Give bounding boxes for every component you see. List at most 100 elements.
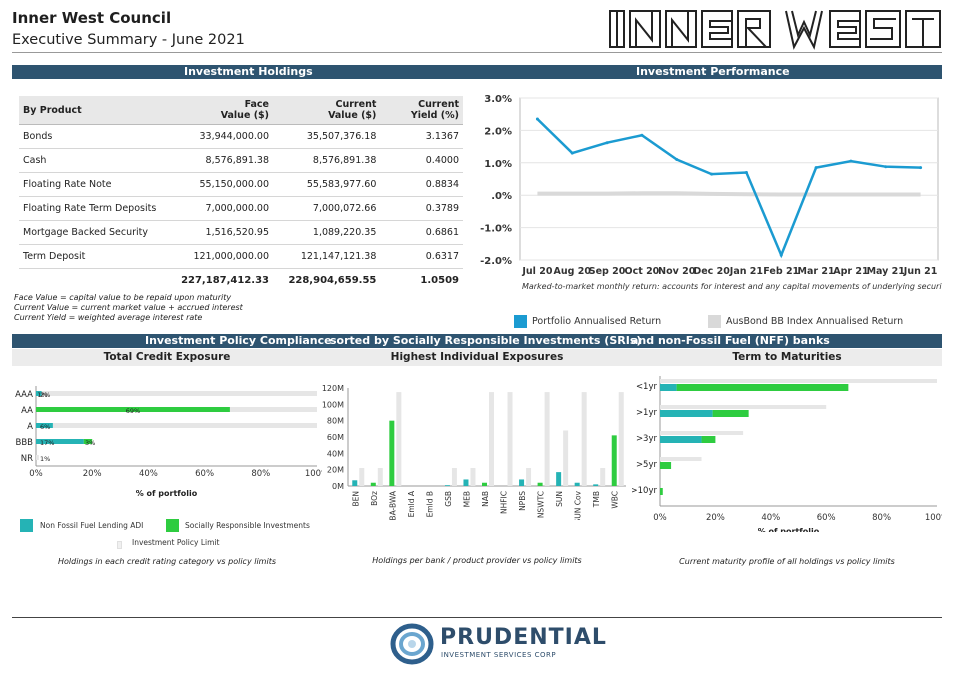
- data-point: [779, 253, 783, 257]
- category-label: BBB: [16, 438, 34, 448]
- x-tick-label: TMB: [592, 491, 601, 508]
- bar-nff: [660, 384, 677, 391]
- bar-sri: [482, 482, 487, 486]
- x-tick-label: SUN: [555, 491, 564, 507]
- chart-title-strip: [12, 349, 942, 366]
- bar-nff: [660, 410, 713, 417]
- header-divider: [12, 52, 942, 53]
- legend-swatch-limit: [117, 541, 122, 549]
- bar-limit: [563, 430, 569, 486]
- footer-brand: PRUDENTIAL: [440, 625, 607, 650]
- bar-limit: [470, 468, 476, 486]
- bar-limit: [359, 468, 365, 486]
- maturity-chart: <1yr >1yr >3yr >5yr >10yr 0% 20% 40% 60% 80% 100%%…: [632, 376, 942, 532]
- table-total-row: 227,187,412.33 228,904,659.55 1.0509: [19, 269, 463, 293]
- legend-swatch-index: [708, 315, 721, 328]
- category-label: >5yr: [636, 460, 658, 470]
- series-line-portfolio: [536, 118, 921, 259]
- x-tick-label: Oct 20: [625, 266, 660, 277]
- bar-nff: [556, 472, 562, 486]
- table-cell: 33,944,000.00: [173, 124, 273, 149]
- table-cell: Floating Rate Term Deposits: [19, 196, 174, 221]
- table-cell: 1,516,520.95: [173, 220, 273, 245]
- x-tick-label: Sep 20: [589, 266, 626, 277]
- performance-caption: Marked-to-market monthly return: account…: [522, 282, 942, 291]
- bar-sri: [611, 435, 617, 486]
- data-point: [605, 141, 609, 145]
- x-tick-label: 60%: [195, 469, 214, 479]
- bar-label-nff: 1%: [40, 455, 50, 463]
- x-tick-label: Aug 20: [554, 266, 592, 277]
- bar-limit: [544, 392, 550, 486]
- bar-nff: [36, 439, 84, 444]
- credit-exposure-chart: AAA 2%1%AA 69%A 6%BBB 17% 3%NR 1%0% 20% 40% 60% 80…: [15, 386, 322, 498]
- bar-nff: [352, 480, 358, 486]
- table-cell: [19, 269, 174, 293]
- legend-nff: Non Fossil Fuel Lending ADI: [40, 521, 144, 530]
- maturity-title: Term to Maturities: [732, 351, 842, 363]
- bar-nff: [36, 391, 42, 396]
- bar-sri: [370, 482, 376, 486]
- col-product: By Product: [19, 96, 174, 125]
- bar-sri: [712, 410, 749, 417]
- table-cell: 121,000,000.00: [173, 244, 273, 269]
- x-tick-label: 80%: [251, 469, 270, 479]
- table-cell: 55,150,000.00: [173, 172, 273, 197]
- bar-nff: [463, 479, 469, 486]
- prudential-logo-icon: [390, 623, 434, 665]
- category-label: NR: [21, 454, 33, 464]
- performance-heading: Investment Performance: [636, 65, 790, 78]
- col-face-value: Face Value ($): [173, 96, 273, 125]
- table-cell: Bonds: [19, 124, 174, 149]
- x-tick-label: Jun 21: [903, 266, 938, 277]
- y-tick-label: 20M: [327, 466, 344, 475]
- x-axis-label: % of portfolio: [758, 527, 820, 532]
- data-point: [640, 133, 644, 137]
- bar-sri: [83, 439, 93, 444]
- table-cell: 227,187,412.33: [181, 275, 269, 287]
- bar-limit: [377, 468, 383, 486]
- table-cell: 7,000,072.66: [273, 196, 381, 221]
- x-tick-label: Apr 21: [833, 266, 868, 277]
- data-point: [535, 117, 539, 121]
- org-name: Inner West Council: [12, 9, 172, 27]
- y-tick-label: 60M: [327, 433, 344, 442]
- table-cell: 0.4000: [380, 148, 463, 173]
- note-current-yield: Current Yield = weighted average interes…: [14, 313, 203, 322]
- table-cell: 55,583,977.60: [273, 172, 381, 197]
- report-title: Executive Summary - June 2021: [12, 32, 245, 48]
- y-tick-label: -1.0%: [480, 224, 512, 235]
- data-point: [675, 158, 679, 162]
- legend-swatch-nff: [20, 519, 33, 532]
- x-tick-label: MEB: [462, 491, 471, 507]
- bar-label-sri: 3%: [85, 439, 95, 447]
- inner-west-logo: [609, 10, 941, 50]
- bar-limit: [36, 455, 39, 460]
- x-tick-label: Emld A: [407, 490, 416, 517]
- compliance-heading: Investment Policy Compliance: [145, 334, 332, 347]
- y-tick-label: 1.0%: [484, 159, 512, 170]
- bar-label-nff: 17%: [40, 439, 54, 447]
- bar-limit: [526, 468, 532, 486]
- data-point: [849, 159, 853, 163]
- bar-limit: [489, 392, 494, 486]
- bar-limit: [581, 392, 587, 486]
- x-tick-label: GSB: [444, 491, 453, 507]
- x-axis-label: % of portfolio: [136, 489, 198, 498]
- maturity-caption: Current maturity profile of all holdings…: [679, 557, 895, 566]
- bar-limit: [660, 457, 702, 461]
- table-row: Bonds 33,944,000.00 35,507,376.18 3.1367: [19, 124, 463, 149]
- bar-limit: [36, 423, 317, 428]
- x-tick-label: Jul 20: [521, 266, 552, 277]
- table-cell: 0.3789: [380, 196, 463, 221]
- bar-sri: [36, 407, 230, 412]
- bar-limit: [451, 468, 457, 486]
- table-cell: 7,000,000.00: [173, 196, 273, 221]
- table-row: Cash 8,576,891.38 8,576,891.38 0.4000: [19, 148, 463, 173]
- bar-nff: [660, 436, 702, 443]
- y-tick-label: 0M: [332, 482, 344, 491]
- data-point: [814, 166, 818, 170]
- y-tick-label: 3.0%: [484, 94, 512, 105]
- x-tick-label: 40%: [761, 513, 780, 523]
- x-tick-label: BOz: [370, 491, 379, 506]
